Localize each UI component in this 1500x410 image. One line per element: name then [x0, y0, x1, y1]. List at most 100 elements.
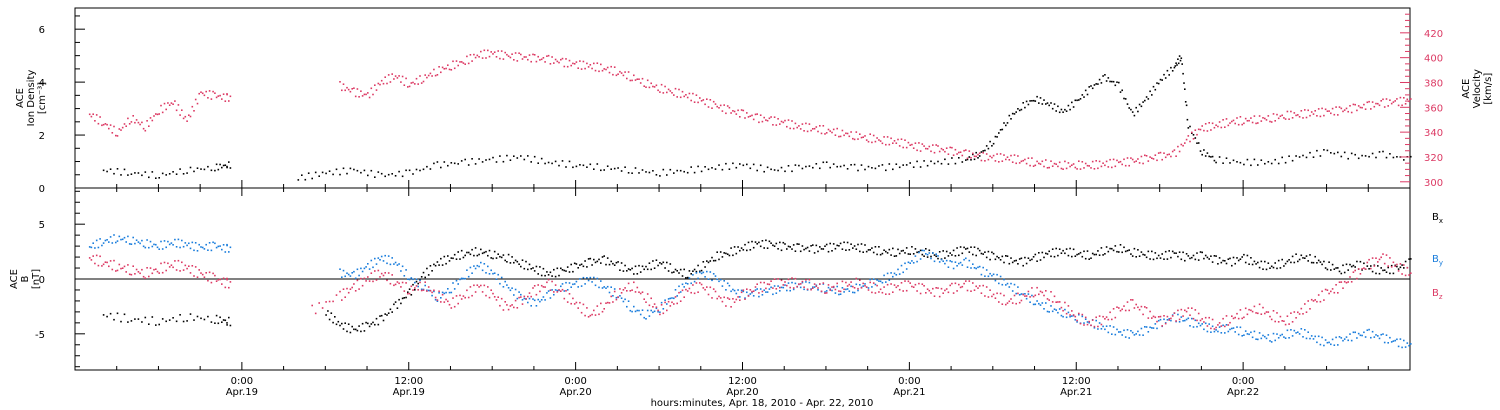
bz-point [1168, 319, 1170, 321]
by-point [591, 281, 593, 283]
velocity-point [627, 71, 630, 73]
bz-point [172, 266, 174, 269]
bx-point [1401, 264, 1403, 266]
velocity-point [933, 151, 936, 154]
velocity-point [1312, 113, 1315, 115]
by-point [1081, 315, 1084, 318]
density-point [878, 165, 880, 167]
bz-point [1118, 307, 1120, 309]
bz-point [488, 296, 491, 299]
by-point [1354, 331, 1356, 334]
velocity-point [518, 52, 520, 54]
bx-point [885, 250, 887, 253]
velocity-point [1371, 101, 1374, 103]
bz-point [1309, 308, 1311, 310]
density-point [224, 164, 227, 166]
bz-point [860, 287, 863, 289]
bz-point [335, 294, 338, 296]
velocity-point [900, 138, 903, 140]
bx-point [1013, 260, 1016, 262]
velocity-point [184, 115, 187, 118]
velocity-point [615, 74, 618, 77]
bz-point [1123, 305, 1125, 307]
by-point [1387, 342, 1389, 344]
bx-point [812, 244, 814, 246]
bz-point [589, 314, 592, 317]
by-point [874, 283, 877, 286]
bz-point [864, 285, 866, 287]
bx-point [492, 257, 494, 260]
bz-point [448, 303, 451, 306]
by-point [1213, 330, 1216, 333]
by-point [1104, 328, 1106, 331]
bz-point [387, 272, 390, 274]
velocity-point [1142, 162, 1144, 165]
velocity-point [1036, 160, 1038, 163]
by-point [1076, 321, 1078, 323]
velocity-point [1276, 113, 1278, 116]
by-point [911, 260, 913, 262]
bz-point [410, 285, 413, 288]
bx-point [1078, 253, 1080, 255]
density-point [954, 162, 957, 165]
bz-point [414, 287, 416, 289]
bz-point [627, 282, 630, 285]
bx-point [598, 258, 600, 261]
bz-point [201, 273, 204, 276]
velocity-point [520, 53, 522, 56]
by-point [1095, 319, 1097, 322]
velocity-point [1018, 162, 1021, 164]
by-point [666, 303, 668, 305]
density-point [1382, 150, 1384, 153]
bz-point [1032, 295, 1035, 298]
by-point [1323, 344, 1325, 347]
bz-point [367, 276, 369, 278]
bz-point [1154, 316, 1157, 319]
velocity-point [928, 145, 931, 148]
by-point [374, 257, 376, 260]
bz-point [539, 290, 541, 293]
bz-point [888, 293, 891, 295]
bz-point [629, 290, 632, 292]
bx-point [629, 269, 632, 271]
velocity-point [1343, 109, 1346, 111]
bx-point [878, 246, 880, 248]
bx-point [518, 263, 520, 265]
bx-point [1251, 263, 1254, 266]
bx-point [855, 248, 858, 250]
bx-point [1039, 259, 1042, 261]
density-point [756, 169, 758, 172]
by-point [1248, 333, 1250, 336]
velocity-point [149, 117, 152, 119]
bz-point [824, 292, 826, 294]
density-point [1203, 149, 1205, 151]
bz-point [1267, 311, 1270, 313]
bz-point [1397, 270, 1400, 272]
density-point [1187, 127, 1190, 129]
bz-point [382, 274, 385, 277]
density-point [513, 155, 515, 157]
velocity-point [673, 94, 675, 96]
bx-point [155, 324, 157, 326]
by-point [1406, 342, 1409, 344]
bz-point [806, 288, 809, 291]
density-point [1347, 157, 1349, 160]
bx-point [1098, 254, 1101, 256]
density-point [1046, 102, 1049, 104]
by-point [507, 287, 510, 289]
bx-point [1131, 255, 1134, 257]
by-point [566, 289, 569, 291]
density-point [485, 159, 487, 161]
density-point [370, 169, 373, 172]
velocity-point [777, 118, 779, 120]
bx-point [886, 252, 889, 254]
bx-point [848, 249, 851, 251]
bz-point [932, 287, 934, 290]
density-point [1100, 82, 1103, 84]
density-point [1175, 62, 1177, 64]
bx-point [1382, 269, 1384, 272]
density-point [1121, 89, 1123, 92]
density-point [1029, 100, 1031, 102]
bz-point [1227, 324, 1230, 326]
by-point [104, 239, 107, 242]
